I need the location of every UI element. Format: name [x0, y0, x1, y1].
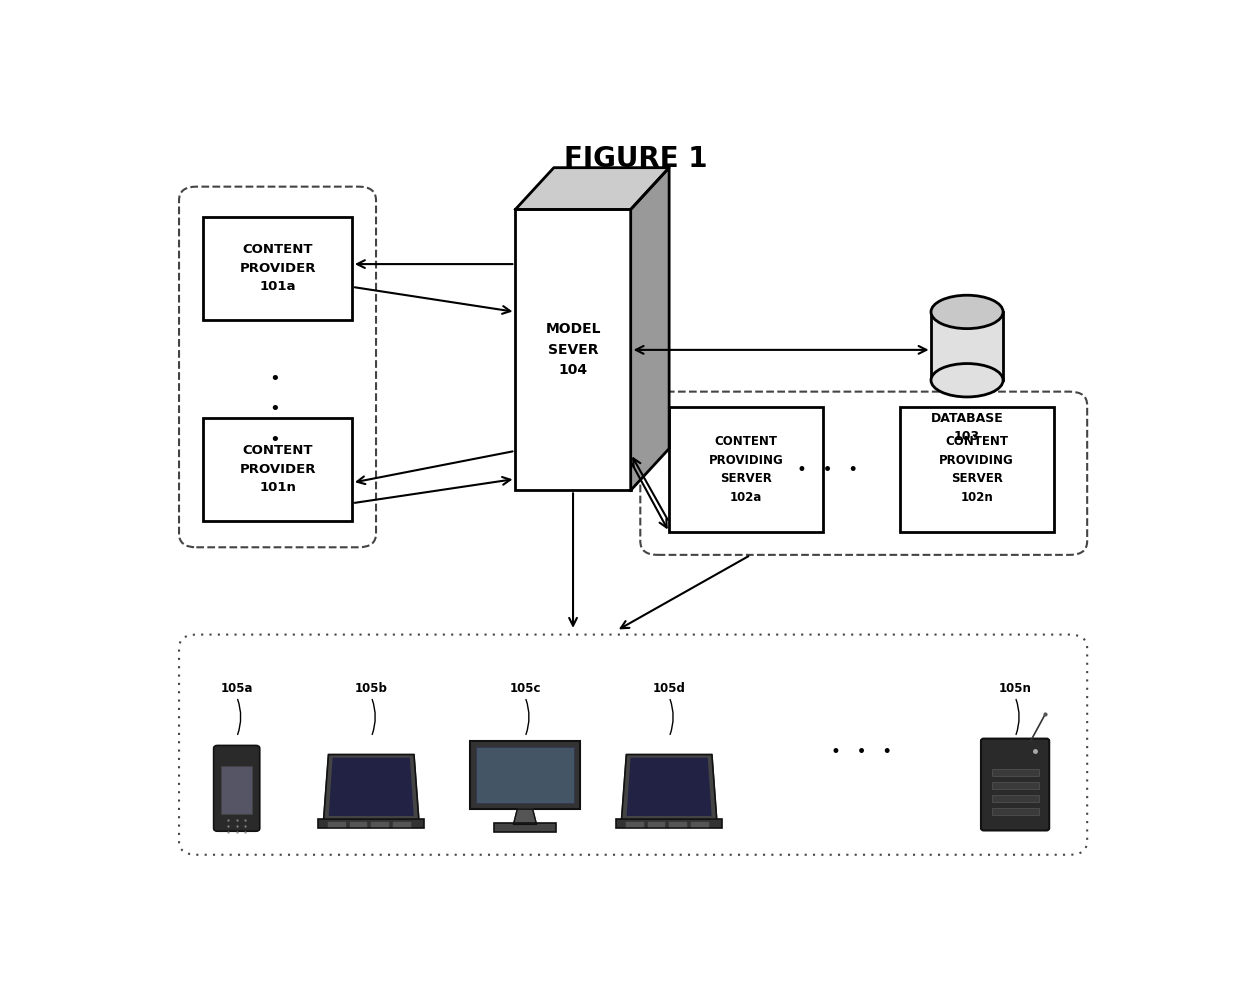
- FancyBboxPatch shape: [371, 821, 389, 826]
- Text: CONTENT
PROVIDER
101a: CONTENT PROVIDER 101a: [239, 244, 316, 293]
- Text: CONTENT
PROVIDING
SERVER
102a: CONTENT PROVIDING SERVER 102a: [708, 435, 784, 504]
- Text: CONTENT
PROVIDING
SERVER
102n: CONTENT PROVIDING SERVER 102n: [939, 435, 1014, 504]
- FancyBboxPatch shape: [213, 745, 259, 831]
- FancyBboxPatch shape: [516, 209, 631, 490]
- Polygon shape: [631, 168, 670, 490]
- Polygon shape: [621, 754, 717, 819]
- Polygon shape: [627, 758, 711, 815]
- Polygon shape: [324, 754, 419, 819]
- FancyBboxPatch shape: [900, 407, 1054, 532]
- FancyBboxPatch shape: [319, 819, 424, 828]
- FancyBboxPatch shape: [616, 819, 722, 828]
- Text: •   •   •: • • •: [797, 460, 858, 479]
- FancyBboxPatch shape: [350, 821, 367, 826]
- FancyBboxPatch shape: [691, 821, 708, 826]
- Text: DATABASE
103: DATABASE 103: [931, 412, 1003, 443]
- FancyBboxPatch shape: [931, 312, 1003, 381]
- FancyBboxPatch shape: [203, 217, 352, 319]
- Text: FIGURE 1: FIGURE 1: [564, 145, 707, 173]
- FancyBboxPatch shape: [981, 739, 1049, 830]
- Text: MODEL
SEVER
104: MODEL SEVER 104: [546, 322, 601, 378]
- FancyBboxPatch shape: [647, 821, 666, 826]
- Text: CONTENT
PROVIDER
101n: CONTENT PROVIDER 101n: [239, 445, 316, 494]
- FancyBboxPatch shape: [470, 740, 580, 810]
- Text: 105a: 105a: [221, 682, 253, 695]
- Text: 105b: 105b: [355, 682, 388, 695]
- FancyBboxPatch shape: [203, 418, 352, 521]
- Text: 105n: 105n: [998, 682, 1032, 695]
- FancyBboxPatch shape: [476, 747, 574, 803]
- FancyBboxPatch shape: [992, 809, 1039, 815]
- Text: •   •   •: • • •: [831, 743, 892, 761]
- Text: 105d: 105d: [652, 682, 686, 695]
- FancyBboxPatch shape: [495, 823, 556, 832]
- FancyBboxPatch shape: [393, 821, 410, 826]
- Text: 105c: 105c: [510, 682, 541, 695]
- FancyBboxPatch shape: [327, 821, 346, 826]
- FancyBboxPatch shape: [221, 766, 252, 813]
- FancyBboxPatch shape: [670, 407, 823, 532]
- FancyBboxPatch shape: [670, 821, 687, 826]
- Polygon shape: [513, 810, 537, 824]
- FancyBboxPatch shape: [992, 795, 1039, 802]
- Polygon shape: [330, 758, 413, 815]
- Ellipse shape: [931, 364, 1003, 397]
- Polygon shape: [516, 168, 670, 209]
- FancyBboxPatch shape: [992, 769, 1039, 776]
- FancyBboxPatch shape: [626, 821, 644, 826]
- Text: •
•
•: • • •: [270, 370, 280, 449]
- FancyBboxPatch shape: [992, 782, 1039, 789]
- Ellipse shape: [931, 295, 1003, 328]
